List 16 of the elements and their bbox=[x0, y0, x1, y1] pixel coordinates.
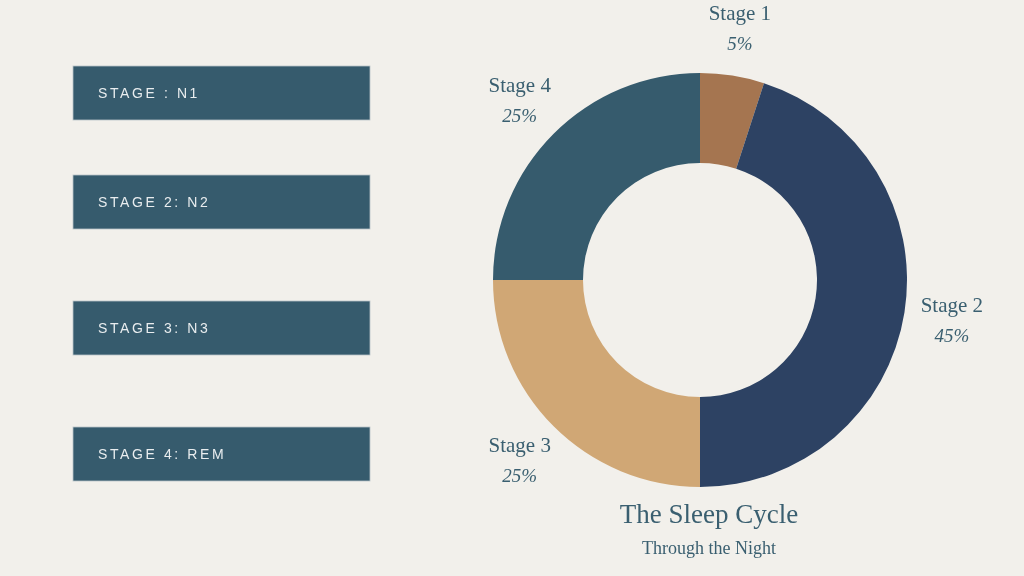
data-label: 45% bbox=[934, 324, 970, 346]
text: STAGE 3: N3 bbox=[98, 320, 211, 336]
slice-label: Stage 4 bbox=[488, 72, 552, 97]
data-label: 25% bbox=[502, 465, 538, 487]
slice-label: Stage 2 bbox=[920, 292, 984, 317]
data-label: 5% bbox=[727, 33, 753, 55]
text: The Sleep Cycle bbox=[619, 499, 799, 529]
text: Through the Night bbox=[642, 538, 776, 558]
slice-label: Stage 3 bbox=[488, 433, 551, 458]
slice-label: Stage 1 bbox=[708, 1, 772, 26]
data-label: 25% bbox=[502, 104, 538, 126]
donut-slice bbox=[700, 73, 764, 169]
text: STAGE 2: N2 bbox=[98, 194, 211, 210]
text: STAGE : N1 bbox=[98, 85, 200, 101]
text: STAGE 4: REM bbox=[98, 446, 227, 462]
donut-slice bbox=[700, 83, 907, 487]
